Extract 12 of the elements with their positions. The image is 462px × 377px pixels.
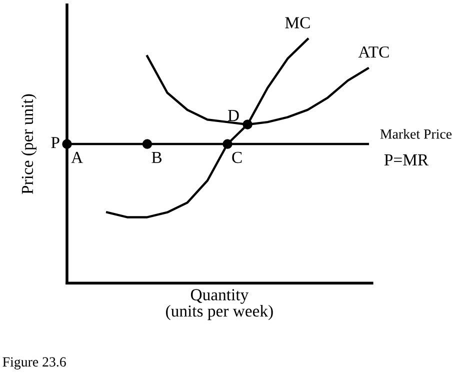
y-axis-title: Price (per unit) [21, 94, 36, 194]
x-axis-title: Quantity (units per week) [166, 289, 273, 320]
series-label: ATC [358, 46, 389, 58]
text: Market Price [380, 128, 452, 139]
caption: Figure 23.6 [2, 357, 66, 370]
text: P [51, 137, 60, 148]
series-label: MC [285, 17, 310, 28]
series-label: P=MR [384, 154, 429, 166]
annotation: B [152, 152, 162, 163]
annotation: C [232, 152, 242, 164]
annotation: D [228, 110, 239, 121]
annotation: A [71, 152, 83, 163]
